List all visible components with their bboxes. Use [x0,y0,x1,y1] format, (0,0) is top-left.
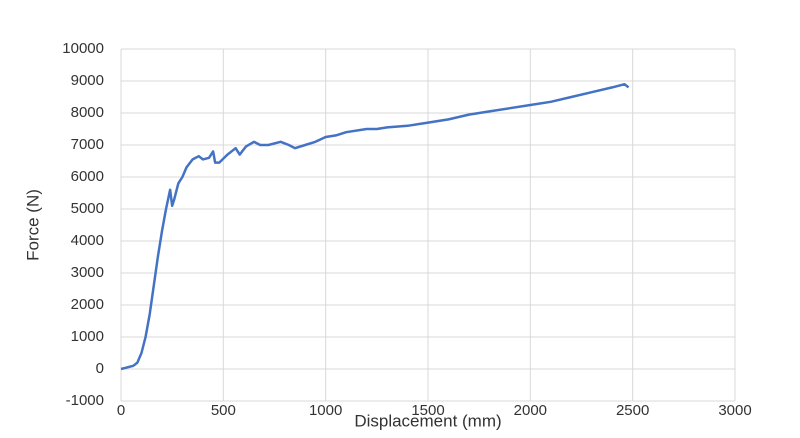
x-tick-label: 2500 [616,402,649,419]
y-tick-label: 1000 [71,328,104,345]
y-tick-label: 0 [96,360,104,377]
x-tick-label: 500 [211,402,236,419]
x-axis-title: Displacement (mm) [354,411,501,430]
x-tick-label: 0 [117,402,125,419]
y-tick-label: 7000 [71,136,104,153]
y-tick-label: 8000 [71,104,104,121]
y-tick-label: 3000 [71,264,104,281]
x-tick-label: 1500 [411,402,444,419]
x-tick-label: 3000 [718,402,751,419]
y-tick-label: -1000 [66,392,104,409]
y-tick-label: 9000 [71,72,104,89]
y-tick-label: 4000 [71,232,104,249]
x-tick-label: 2000 [514,402,547,419]
y-tick-label: 2000 [71,296,104,313]
data-line [120,82,630,371]
y-tick-label: 5000 [71,200,104,217]
x-tick-label: 1000 [309,402,342,419]
y-tick-label: 6000 [71,168,104,185]
y-tick-label: 10000 [62,40,104,57]
y-axis-title: Force (N) [23,189,42,261]
